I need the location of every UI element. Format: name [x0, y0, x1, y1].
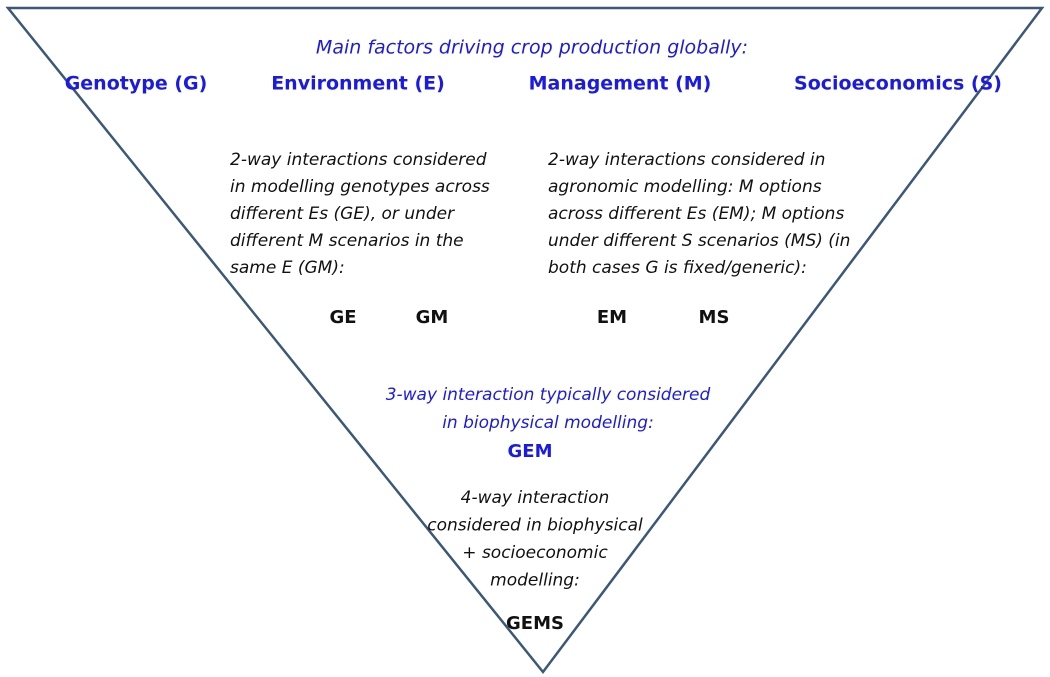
term: GEM	[508, 441, 553, 462]
factor: Genotype (G)	[65, 73, 208, 95]
four-way: 4-way interaction considered in biophysic…	[427, 488, 643, 591]
factor: Environment (E)	[271, 73, 445, 95]
text-line: same E (GM):	[230, 258, 345, 278]
term: MS	[699, 307, 730, 328]
term: GE	[329, 307, 356, 328]
two-way-right: 2-way interactions considered in agronomi…	[548, 150, 850, 278]
factor: Socioeconomics (S)	[794, 73, 1002, 95]
term: GEMS	[506, 613, 564, 634]
text-line: across different Es (EM); M options	[548, 204, 844, 224]
text-line: considered in biophysical	[427, 516, 643, 536]
three-way: 3-way interaction typically considered in…	[386, 385, 711, 433]
term: EM	[597, 307, 627, 328]
text-line: different M scenarios in the	[230, 231, 464, 251]
term: GM	[416, 307, 449, 328]
text-line: under different S scenarios (MS) (in	[548, 231, 850, 251]
text-line: in biophysical modelling:	[442, 413, 654, 433]
text-line: agronomic modelling: M options	[548, 177, 822, 197]
inverted-triangle	[5, 6, 1045, 675]
text-line: 4-way interaction	[461, 488, 610, 508]
text-line: modelling:	[490, 571, 580, 591]
text-line: different Es (GE), or under	[230, 204, 455, 224]
two-way-left: 2-way interactions considered in modellin…	[230, 150, 490, 278]
text-line: 2-way interactions considered in	[548, 150, 825, 170]
text-line: 3-way interaction typically considered	[386, 385, 711, 405]
text-line: in modelling genotypes across	[230, 177, 490, 197]
text-line: 2-way interactions considered	[230, 150, 487, 170]
title: Main factors driving crop production glo…	[316, 37, 748, 59]
text-line: both cases G is fixed/generic):	[548, 258, 807, 278]
text-line: + socioeconomic	[462, 543, 608, 563]
factor: Management (M)	[529, 73, 712, 95]
